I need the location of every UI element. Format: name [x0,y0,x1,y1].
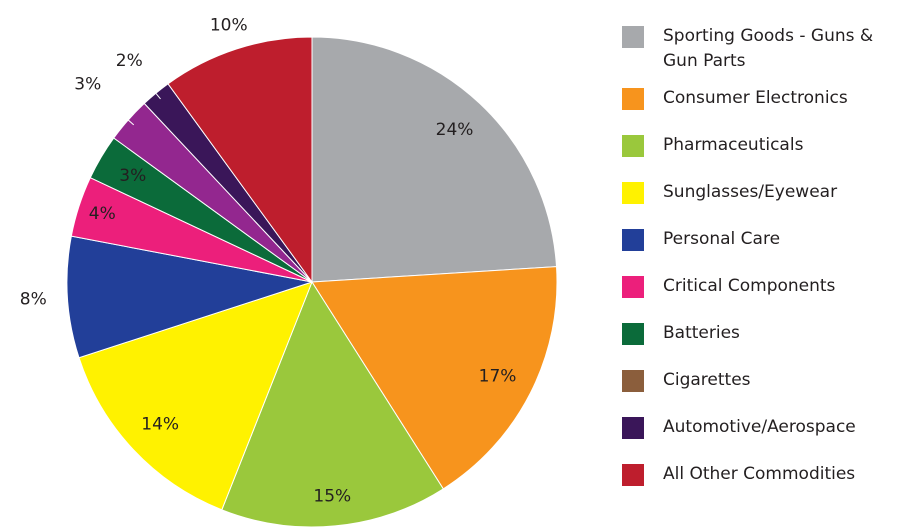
legend-label: Cigarettes [663,370,751,390]
data-label: 2% [116,51,143,71]
legend-item: All Other Commodities [622,463,892,510]
pie-slice [167,36,313,284]
legend-item: Sporting Goods - Guns & Gun Parts [622,25,892,87]
legend-item: Batteries [622,322,892,369]
legend-label: Critical Components [663,276,836,296]
data-label: 10% [210,16,248,36]
legend: Sporting Goods - Guns & Gun Parts Consume… [622,25,892,510]
legend-swatch [622,135,644,157]
legend-label: All Other Commodities [663,464,856,484]
legend-swatch [622,26,644,48]
legend-swatch [622,464,644,486]
data-label: 8% [20,290,47,310]
pie-slice [66,235,313,359]
legend-label: Consumer Electronics [663,88,848,108]
data-label: 24% [436,120,474,140]
legend-item: Sunglasses/Eyewear [622,181,892,228]
pie-slice [221,280,444,527]
data-label: 3% [119,166,146,186]
legend-label: Automotive/Aerospace [663,417,856,437]
legend-item: Automotive/Aerospace [622,416,892,463]
data-label: 17% [479,367,517,387]
leader-line [139,74,161,100]
legend-label: Personal Care [663,229,781,249]
legend-label: Batteries [663,323,740,343]
leader-line [109,103,135,126]
legend-swatch [622,370,644,392]
data-label: 4% [89,204,116,224]
data-label: 14% [141,415,179,435]
legend-item: Cigarettes [622,369,892,416]
legend-swatch [622,323,644,345]
legend-label: Sunglasses/Eyewear [663,182,838,202]
pie: 24%17%15%14%8%4%3%3%2%10% [20,16,558,527]
legend-swatch [622,88,644,110]
data-label: 3% [74,74,101,94]
legend-item: Critical Components [622,275,892,322]
legend-item: Consumer Electronics [622,87,892,134]
legend-swatch [622,182,644,204]
legend-swatch [622,229,644,251]
pie-slice [311,266,558,490]
data-label: 15% [313,487,351,507]
legend-swatch [622,276,644,298]
legend-label: Pharmaceuticals [663,135,804,155]
legend-label: Sporting Goods - Guns & Gun Parts [663,26,874,71]
pie-slice [311,36,558,283]
legend-swatch [622,417,644,439]
legend-item: Pharmaceuticals [622,134,892,181]
legend-item: Personal Care [622,228,892,275]
